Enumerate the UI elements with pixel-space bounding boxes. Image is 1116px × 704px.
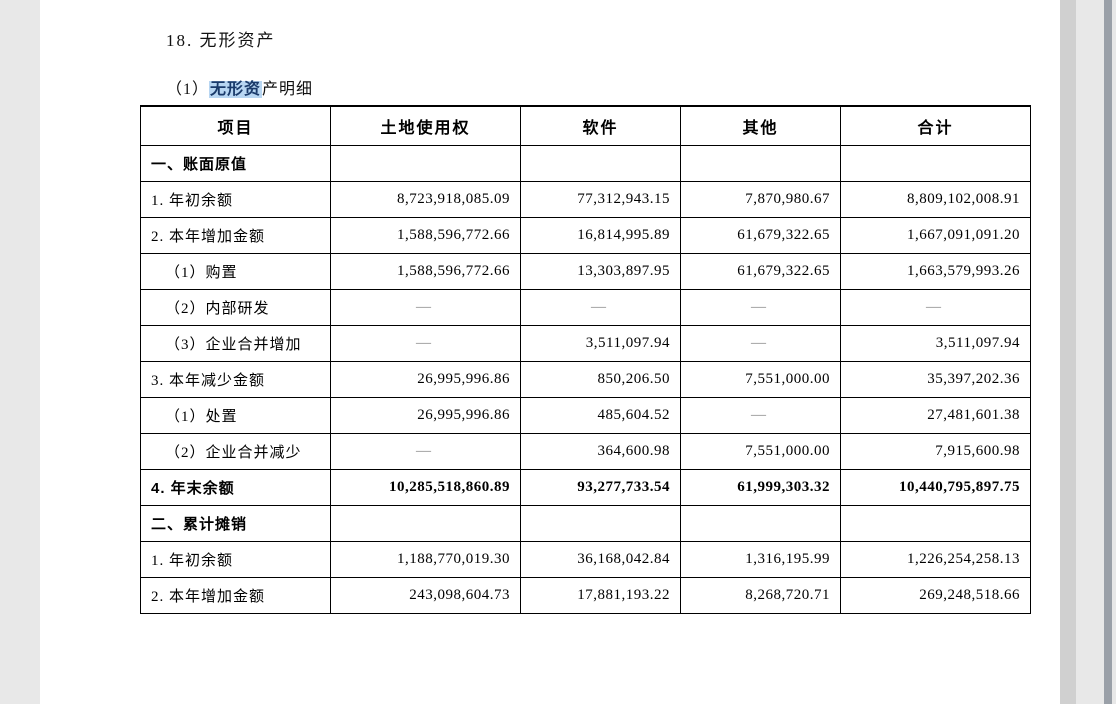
page-edge-strip [1104,0,1112,704]
column-header: 合计 [841,106,1031,146]
value-cell: 61,679,322.65 [681,218,841,254]
empty-cell [521,506,681,542]
row-label: 2. 本年增加金额 [141,218,331,254]
row-label: 4. 年末余额 [141,470,331,506]
empty-cell [331,506,521,542]
value-cell: 243,098,604.73 [331,578,521,614]
table-row: （1）购置1,588,596,772.6613,303,897.9561,679… [141,254,1031,290]
empty-cell [841,506,1031,542]
value-cell: 8,809,102,008.91 [841,182,1031,218]
value-cell: 27,481,601.38 [841,398,1031,434]
table-row: （3）企业合并增加—3,511,097.94—3,511,097.94 [141,326,1031,362]
row-label: 1. 年初余额 [141,542,331,578]
table-row: 2. 本年增加金额243,098,604.7317,881,193.228,26… [141,578,1031,614]
column-header: 软件 [521,106,681,146]
sub-heading: （1）无形资产明细 [166,75,1004,99]
table-row: 3. 本年减少金额26,995,996.86850,206.507,551,00… [141,362,1031,398]
intangible-assets-table: 项目土地使用权软件其他合计一、账面原值1. 年初余额8,723,918,085.… [140,105,1031,614]
value-cell: 7,551,000.00 [681,434,841,470]
highlighted-text: 无形资 [209,81,262,98]
value-cell: 1,667,091,091.20 [841,218,1031,254]
value-cell: 7,870,980.67 [681,182,841,218]
value-cell: 35,397,202.36 [841,362,1031,398]
table-row: （2）内部研发———— [141,290,1031,326]
value-cell: 61,999,303.32 [681,470,841,506]
value-cell: — [331,434,521,470]
empty-cell [841,146,1031,182]
value-cell: 16,814,995.89 [521,218,681,254]
subheading-prefix: （1） [166,81,209,98]
table-row: 1. 年初余额8,723,918,085.0977,312,943.157,87… [141,182,1031,218]
table-row: （1）处置26,995,996.86485,604.52—27,481,601.… [141,398,1031,434]
value-cell: 3,511,097.94 [521,326,681,362]
row-label: 2. 本年增加金额 [141,578,331,614]
subheading-suffix: 产明细 [262,81,313,98]
value-cell: — [681,326,841,362]
value-cell: — [331,326,521,362]
value-cell: 61,679,322.65 [681,254,841,290]
value-cell: — [681,290,841,326]
value-cell: 3,511,097.94 [841,326,1031,362]
table-header-row: 项目土地使用权软件其他合计 [141,106,1031,146]
value-cell: 8,723,918,085.09 [331,182,521,218]
value-cell: 7,551,000.00 [681,362,841,398]
value-cell: 1,588,596,772.66 [331,254,521,290]
column-header: 项目 [141,106,331,146]
value-cell: — [681,398,841,434]
row-label: （3）企业合并增加 [141,326,331,362]
value-cell: 7,915,600.98 [841,434,1031,470]
empty-cell [331,146,521,182]
value-cell: 77,312,943.15 [521,182,681,218]
value-cell: — [331,290,521,326]
value-cell: 10,285,518,860.89 [331,470,521,506]
section-row: 二、累计摊销 [141,506,1031,542]
section-label: 二、累计摊销 [141,506,331,542]
value-cell: 269,248,518.66 [841,578,1031,614]
value-cell: 1,226,254,258.13 [841,542,1031,578]
value-cell: — [521,290,681,326]
column-header: 其他 [681,106,841,146]
value-cell: 485,604.52 [521,398,681,434]
value-cell: 13,303,897.95 [521,254,681,290]
section-heading: 18. 无形资产 [166,26,1004,51]
value-cell: 850,206.50 [521,362,681,398]
empty-cell [681,506,841,542]
value-cell: 1,188,770,019.30 [331,542,521,578]
empty-cell [681,146,841,182]
table-row: （2）企业合并减少—364,600.987,551,000.007,915,60… [141,434,1031,470]
row-label: （1）处置 [141,398,331,434]
value-cell: 26,995,996.86 [331,398,521,434]
row-label: 1. 年初余额 [141,182,331,218]
empty-cell [521,146,681,182]
table-row: 4. 年末余额10,285,518,860.8993,277,733.5461,… [141,470,1031,506]
table-row: 2. 本年增加金额1,588,596,772.6616,814,995.8961… [141,218,1031,254]
column-header: 土地使用权 [331,106,521,146]
value-cell: 1,663,579,993.26 [841,254,1031,290]
value-cell: 93,277,733.54 [521,470,681,506]
value-cell: — [841,290,1031,326]
value-cell: 10,440,795,897.75 [841,470,1031,506]
value-cell: 364,600.98 [521,434,681,470]
row-label: （2）企业合并减少 [141,434,331,470]
row-label: （2）内部研发 [141,290,331,326]
value-cell: 26,995,996.86 [331,362,521,398]
section-label: 一、账面原值 [141,146,331,182]
section-row: 一、账面原值 [141,146,1031,182]
row-label: 3. 本年减少金额 [141,362,331,398]
value-cell: 1,316,195.99 [681,542,841,578]
document-page: 18. 无形资产 （1）无形资产明细 项目土地使用权软件其他合计一、账面原值1.… [40,0,1076,704]
value-cell: 17,881,193.22 [521,578,681,614]
table-row: 1. 年初余额1,188,770,019.3036,168,042.841,31… [141,542,1031,578]
row-label: （1）购置 [141,254,331,290]
value-cell: 8,268,720.71 [681,578,841,614]
value-cell: 36,168,042.84 [521,542,681,578]
value-cell: 1,588,596,772.66 [331,218,521,254]
